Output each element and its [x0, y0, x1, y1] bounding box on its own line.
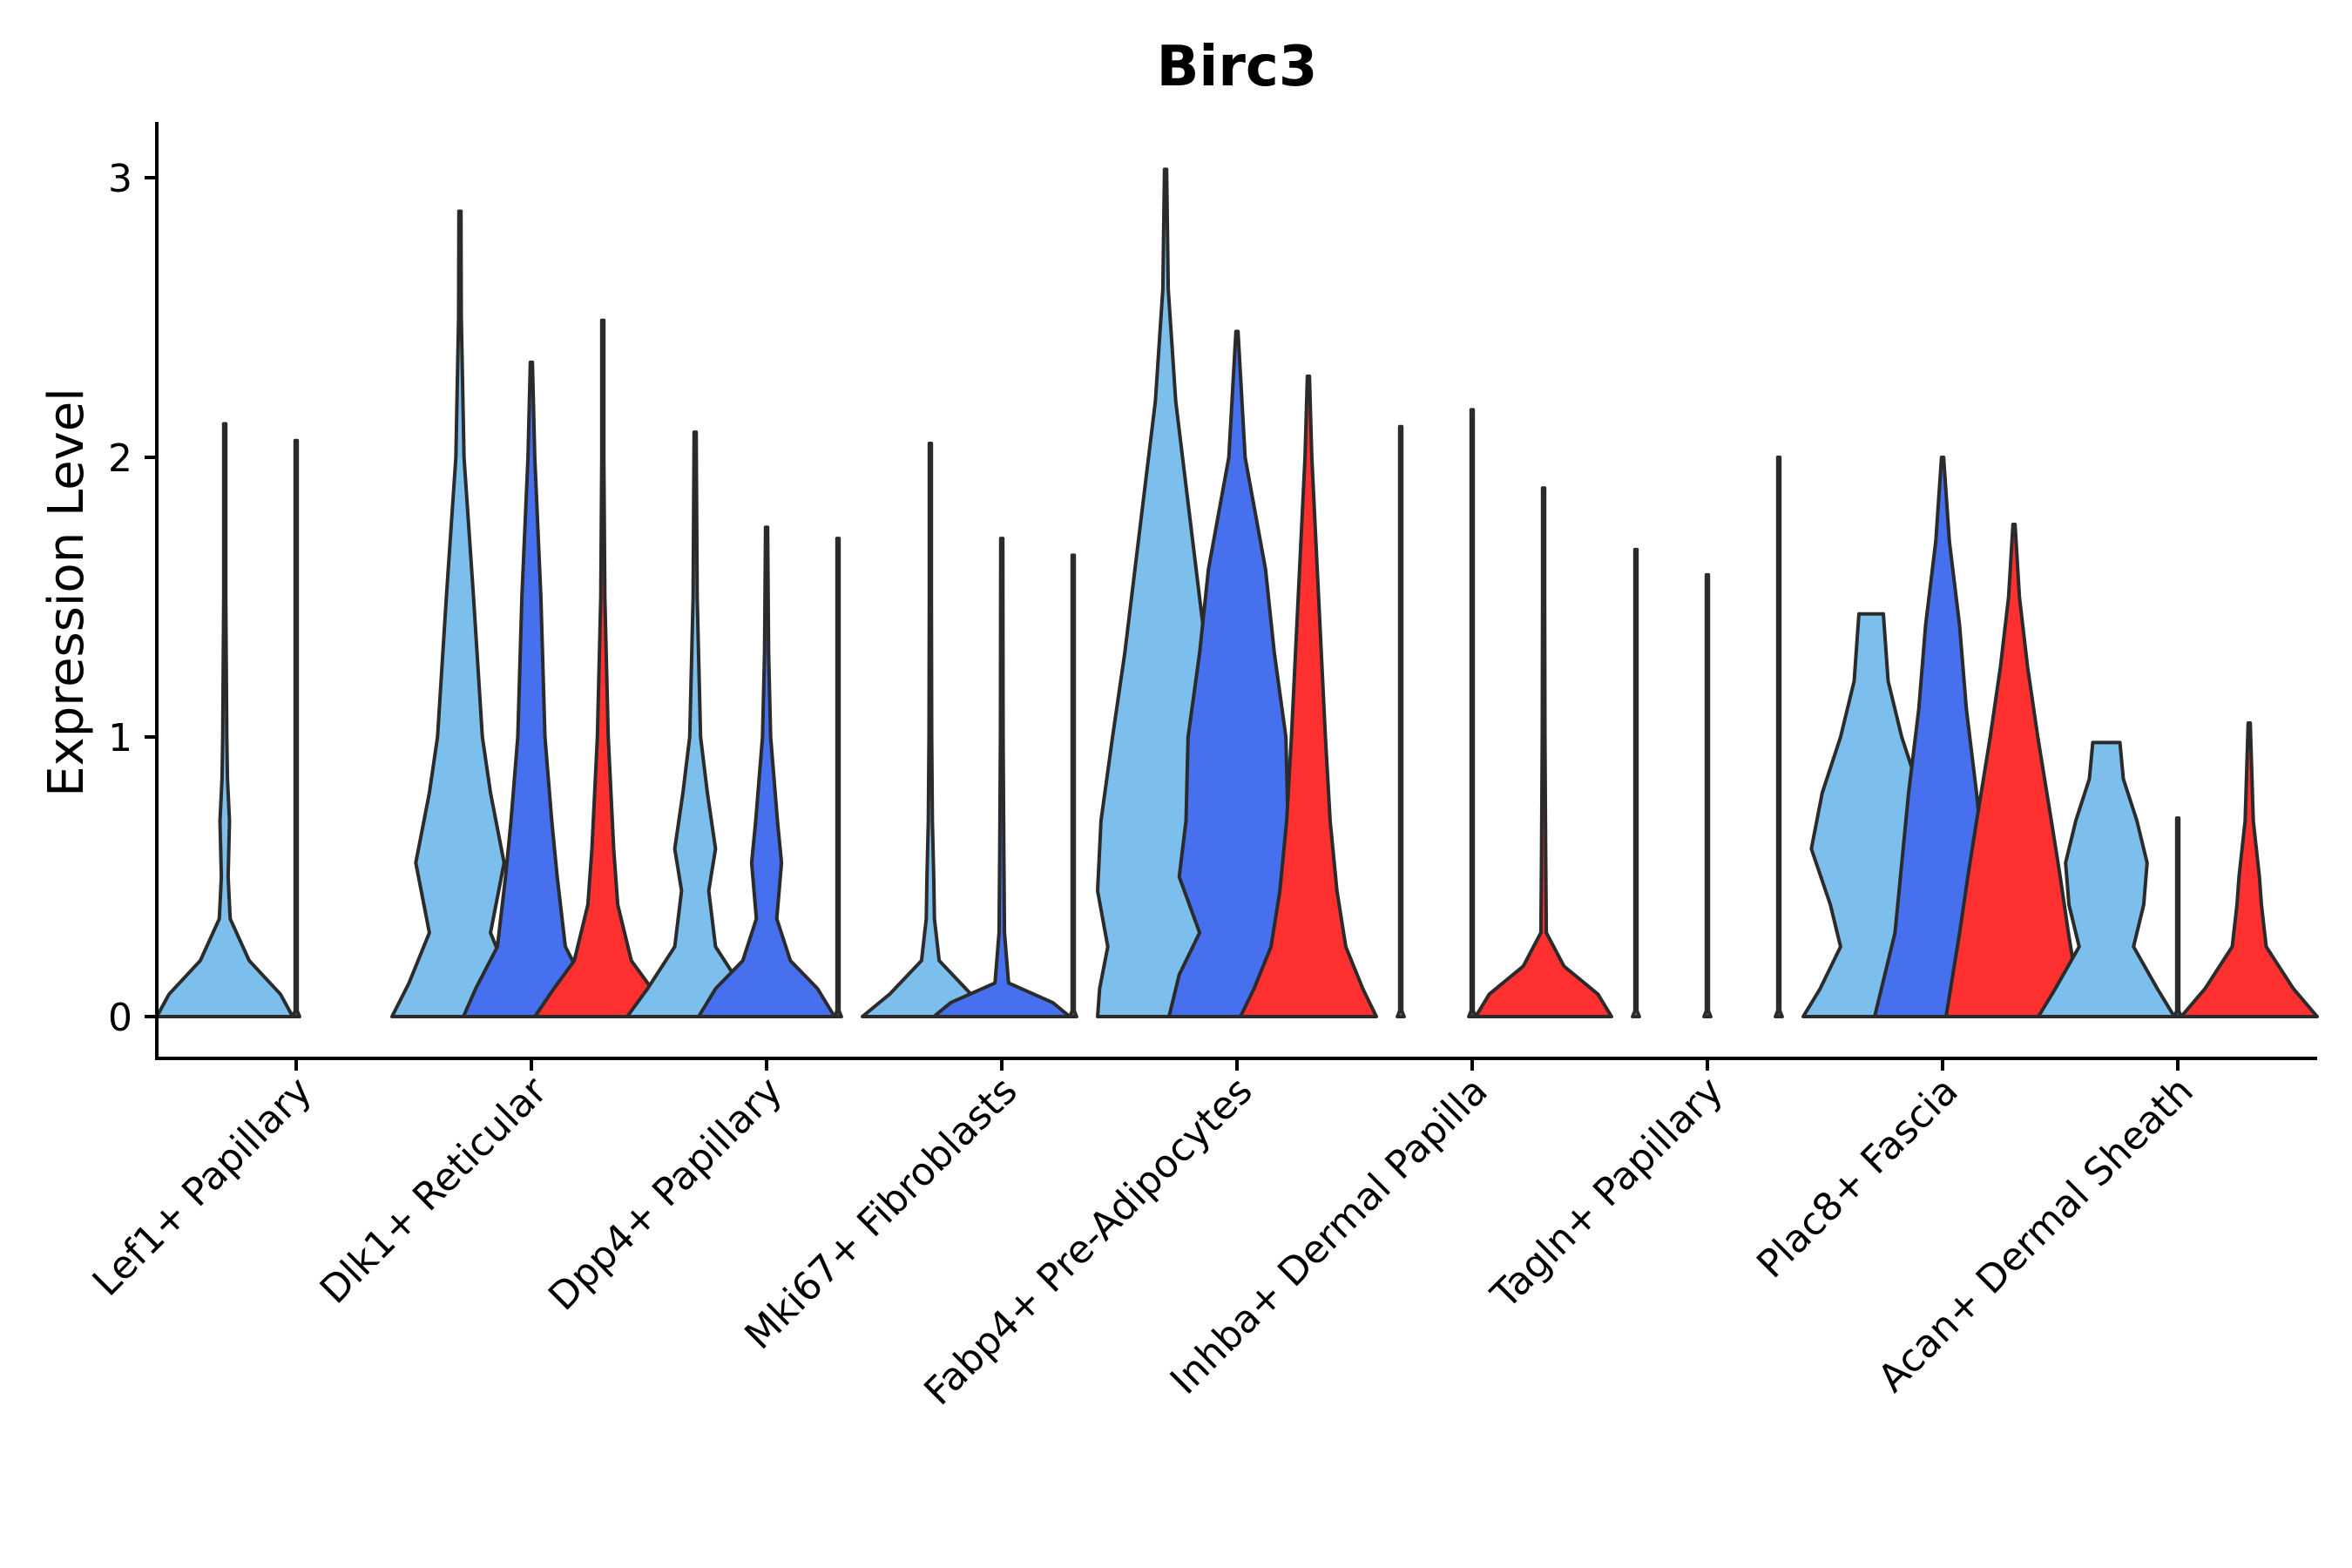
x-tick-label: Lef1+ Papillary	[84, 1069, 321, 1305]
violins-layer	[155, 167, 2319, 1018]
violin-group-3-4	[1239, 374, 1378, 1018]
violin-group-3-3	[1068, 553, 1078, 1018]
x-tick-label: Tagln+ Papillary	[1483, 1069, 1732, 1318]
violin-group-2-8	[2173, 816, 2183, 1018]
violin-group-1-0	[155, 422, 294, 1018]
axis-lines	[155, 122, 2317, 1060]
violin-group-2-6	[1702, 572, 1713, 1018]
violin-group-3-6	[1774, 456, 1784, 1018]
violin-group-2-0	[291, 438, 301, 1018]
y-tick-label: 2	[108, 436, 132, 481]
chart-title: Birc3	[1157, 35, 1318, 99]
violin-group-2-5	[1467, 408, 1477, 1018]
x-tick-label: Dpp4+ Papillary	[540, 1069, 791, 1320]
y-tick-label: 3	[108, 157, 132, 201]
violin-group-3-8	[2180, 720, 2319, 1018]
violin-group-1-5	[1396, 424, 1406, 1018]
violin-group-1-1	[390, 209, 530, 1018]
violin-group-2-3	[932, 537, 1071, 1018]
violin-group-1-8	[2037, 740, 2176, 1018]
x-tick-label: Plac8+ Fascia	[1748, 1069, 1967, 1288]
y-tick-label: 1	[108, 716, 132, 760]
violin-group-3-7	[1944, 523, 2084, 1018]
y-axis-label: Expression Level	[38, 388, 95, 797]
violin-group-3-2	[833, 537, 843, 1018]
x-tick-label: Dlk1+ Reticular	[312, 1068, 557, 1313]
violin-group-3-1	[533, 318, 672, 1018]
violin-group-1-3	[861, 441, 1000, 1018]
violin-group-2-1	[462, 360, 601, 1018]
violin-group-1-6	[1631, 547, 1641, 1018]
y-tick-label: 0	[108, 996, 132, 1040]
violin-group-2-2	[697, 525, 836, 1018]
violin-group-1-2	[625, 430, 765, 1018]
violin-group-3-5	[1474, 486, 1613, 1018]
